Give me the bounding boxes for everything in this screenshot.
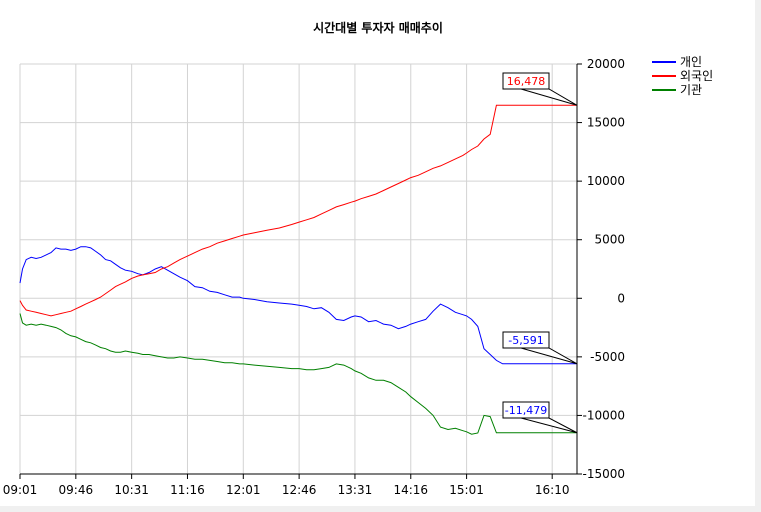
x-tick-label: 15:01 — [449, 483, 484, 497]
x-tick-label: 13:31 — [338, 483, 373, 497]
y-tick-label: -15000 — [582, 467, 625, 481]
callout-pointer — [520, 347, 578, 365]
series-line-3 — [19, 313, 577, 435]
y-tick-label: -10000 — [582, 408, 625, 422]
x-tick-label: 09:46 — [59, 483, 94, 497]
callout-pointer — [520, 417, 578, 434]
callout-label: 16,478 — [507, 75, 546, 88]
y-tick-label: 0 — [617, 291, 625, 305]
series-line-1 — [19, 246, 577, 365]
legend-label: 개인 — [680, 55, 702, 69]
x-tick-label: 09:01 — [3, 483, 38, 497]
callout-label: -11,479 — [505, 404, 547, 417]
callout-pointer — [520, 88, 578, 106]
y-tick-label: 20000 — [587, 57, 625, 71]
series-lines — [19, 104, 577, 435]
chart-title: 시간대별 투자자 매매추이 — [313, 20, 443, 35]
grid — [19, 63, 577, 475]
callout-box — [502, 72, 550, 90]
series-line-2 — [19, 104, 577, 317]
value-callouts: 16,478 -5,591 -11,479 — [502, 72, 578, 434]
x-tick-label: 14:16 — [393, 483, 428, 497]
axes: 20000 15000 10000 5000 0 -5000 -10000 -15000 09:… — [3, 57, 625, 497]
callout-box — [502, 401, 550, 419]
y-tick-label: 10000 — [587, 174, 625, 188]
x-tick-label: 11:16 — [170, 483, 205, 497]
y-tick-label: 15000 — [587, 116, 625, 130]
legend-label: 외국인 — [680, 69, 713, 83]
y-tick-label: -5000 — [590, 350, 625, 364]
y-tick-label: 5000 — [594, 233, 625, 247]
x-tick-label: 12:01 — [226, 483, 261, 497]
callout-box — [502, 331, 550, 349]
x-tick-label: 10:31 — [114, 483, 149, 497]
x-tick-label: 16:10 — [535, 483, 570, 497]
legend-label: 기관 — [680, 83, 702, 97]
x-tick-label: 12:46 — [282, 483, 317, 497]
callout-label: -5,591 — [508, 334, 543, 347]
